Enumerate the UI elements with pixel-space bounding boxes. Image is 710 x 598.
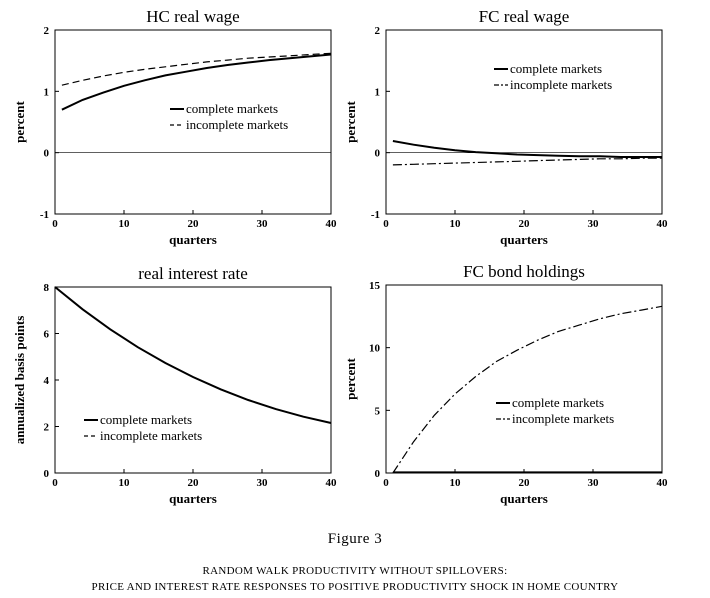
x-tick-label: 40 (657, 477, 669, 489)
chart-title: HC real wage (146, 7, 239, 26)
x-axis-label: quarters (500, 491, 548, 506)
x-tick-label: 20 (188, 218, 200, 230)
y-tick-label: 10 (369, 343, 381, 355)
y-axis-label: percent (343, 101, 358, 143)
series-line-incomplete-markets (54, 286, 332, 424)
x-tick-label: 30 (588, 218, 600, 230)
plot-frame (385, 29, 663, 215)
chart-panel-3: real interest rate 0 10 20 30 40 0 2 4 6 8 quarters… (12, 264, 337, 506)
x-tick-label: 20 (519, 477, 531, 489)
y-tick-label: 1 (375, 86, 381, 98)
x-axis-label: quarters (500, 232, 548, 247)
x-tick-label: 40 (657, 218, 669, 230)
y-tick-label: -1 (371, 209, 380, 221)
x-axis-label: quarters (169, 491, 217, 506)
chart-title: real interest rate (138, 264, 248, 283)
figure-subtitle: PRICE AND INTEREST RATE RESPONSES TO POS… (91, 581, 619, 593)
x-tick-label: 0 (52, 477, 58, 489)
x-tick-label: 40 (326, 477, 338, 489)
legend-label: incomplete markets (100, 428, 202, 443)
y-tick-label: 2 (375, 25, 381, 37)
y-tick-label: 5 (375, 405, 381, 417)
x-tick-label: 0 (52, 218, 58, 230)
legend-label: complete markets (510, 61, 602, 76)
x-tick-label: 20 (188, 477, 200, 489)
y-tick-label: -1 (40, 209, 49, 221)
x-axis-label: quarters (169, 232, 217, 247)
x-tick-label: 10 (450, 218, 462, 230)
x-tick-label: 0 (383, 218, 389, 230)
x-tick-label: 10 (450, 477, 462, 489)
series-line-complete-markets (54, 286, 332, 424)
x-tick-label: 20 (519, 218, 531, 230)
y-tick-label: 6 (44, 329, 50, 341)
series-line-incomplete-markets (61, 52, 332, 86)
y-tick-label: 2 (44, 25, 50, 37)
series-line-incomplete-markets (392, 157, 662, 166)
plot-frame (385, 284, 663, 474)
x-tick-label: 10 (119, 477, 131, 489)
y-tick-label: 2 (44, 422, 50, 434)
x-tick-label: 10 (119, 218, 131, 230)
y-tick-label: 0 (375, 148, 381, 160)
x-tick-label: 30 (257, 477, 269, 489)
x-tick-label: 0 (383, 477, 389, 489)
y-tick-label: 0 (375, 468, 381, 480)
x-tick-label: 40 (326, 218, 338, 230)
y-axis-label: percent (343, 358, 358, 400)
x-tick-label: 30 (588, 477, 600, 489)
figure-title: RANDOM WALK PRODUCTIVITY WITHOUT SPILLOV… (202, 565, 508, 577)
y-axis-label: percent (12, 101, 27, 143)
y-tick-label: 4 (44, 375, 50, 387)
series-line-complete-markets (392, 140, 662, 158)
y-axis-label: annualized basis points (12, 316, 27, 445)
legend-label: complete markets (186, 101, 278, 116)
y-tick-label: 0 (44, 148, 50, 160)
y-tick-label: 0 (44, 468, 50, 480)
series-line-incomplete-markets (392, 305, 663, 474)
y-tick-label: 1 (44, 86, 50, 98)
legend-label: complete markets (100, 412, 192, 427)
x-tick-label: 30 (257, 218, 269, 230)
legend-label: complete markets (512, 395, 604, 410)
chart-panel-4: FC bond holdings 0 10 20 30 40 0 5 10 15 quarters p… (343, 262, 668, 506)
chart-title: FC bond holdings (463, 262, 585, 281)
chart-title: FC real wage (479, 7, 570, 26)
plot-frame (54, 286, 332, 474)
figure-label: Figure 3 (327, 531, 383, 547)
legend-label: incomplete markets (510, 77, 612, 92)
y-tick-label: 8 (44, 282, 50, 294)
legend-label: incomplete markets (186, 117, 288, 132)
legend-label: incomplete markets (512, 411, 614, 426)
series-line-complete-markets (61, 53, 332, 111)
y-tick-label: 15 (369, 280, 381, 292)
